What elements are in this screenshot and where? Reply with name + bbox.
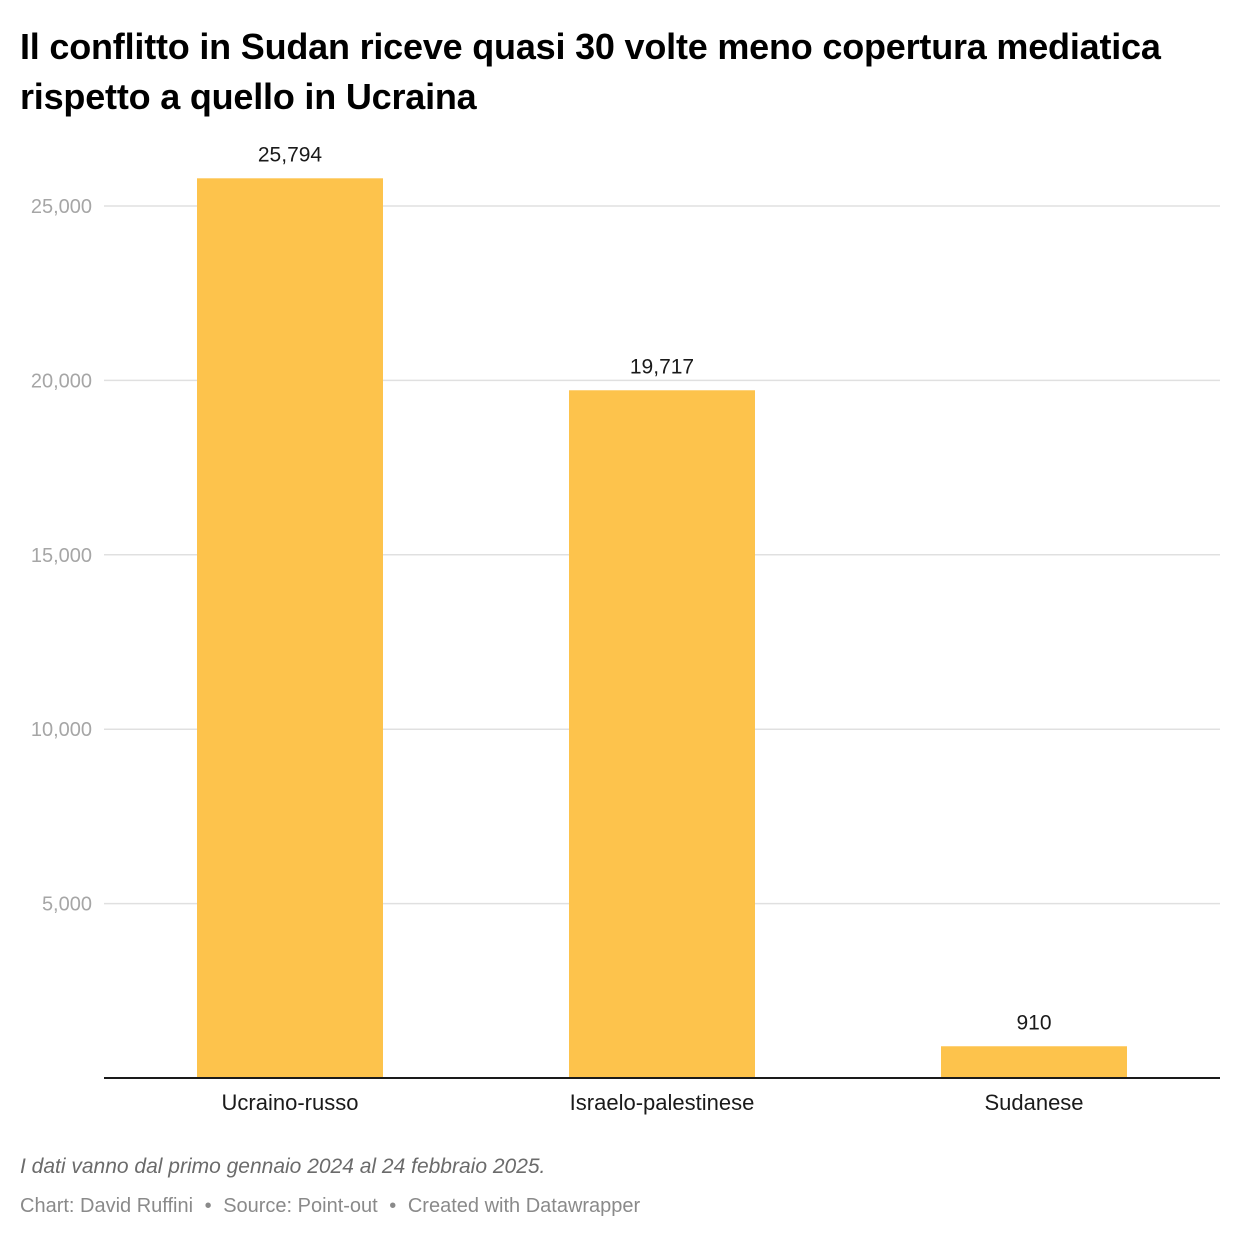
y-tick-label: 20,000 [31, 370, 92, 392]
value-label: 25,794 [258, 143, 323, 166]
y-axis-ticks: 5,000 10,000 15,000 20,000 25,000 [31, 196, 92, 916]
category-label: Ucraino-russo [222, 1090, 359, 1115]
footer-separator: • [204, 1195, 212, 1217]
bar [569, 390, 755, 1079]
bar [197, 178, 383, 1078]
chart-title: Il conflitto in Sudan riceve quasi 30 vo… [20, 26, 1161, 117]
category-label: Israelo-palestinese [570, 1090, 755, 1115]
value-labels: 25,794 19,717 910 [258, 143, 1052, 1034]
x-axis-labels: Ucraino-russo Israelo-palestinese Sudanese [222, 1090, 1084, 1115]
bar [941, 1046, 1127, 1078]
y-tick-label: 5,000 [42, 894, 92, 916]
value-label: 910 [1016, 1011, 1051, 1034]
y-tick-label: 25,000 [31, 196, 92, 218]
footer-source: Source: Point-out [223, 1195, 378, 1217]
chart-footer: Chart: David Ruffini • Source: Point-out… [20, 1195, 640, 1218]
chart-note: I dati vanno dal primo gennaio 2024 al 2… [20, 1155, 546, 1178]
category-label: Sudanese [984, 1090, 1083, 1115]
bar-chart: 5,000 10,000 15,000 20,000 25,000 25,794 19,7… [31, 143, 1220, 1115]
bars [197, 178, 1127, 1079]
y-tick-label: 15,000 [31, 545, 92, 567]
footer-separator: • [389, 1195, 397, 1217]
value-label: 19,717 [630, 355, 694, 378]
footer-tool: Created with Datawrapper [407, 1195, 641, 1217]
footer-credit: Chart: David Ruffini [20, 1195, 194, 1217]
y-tick-label: 10,000 [31, 719, 92, 741]
